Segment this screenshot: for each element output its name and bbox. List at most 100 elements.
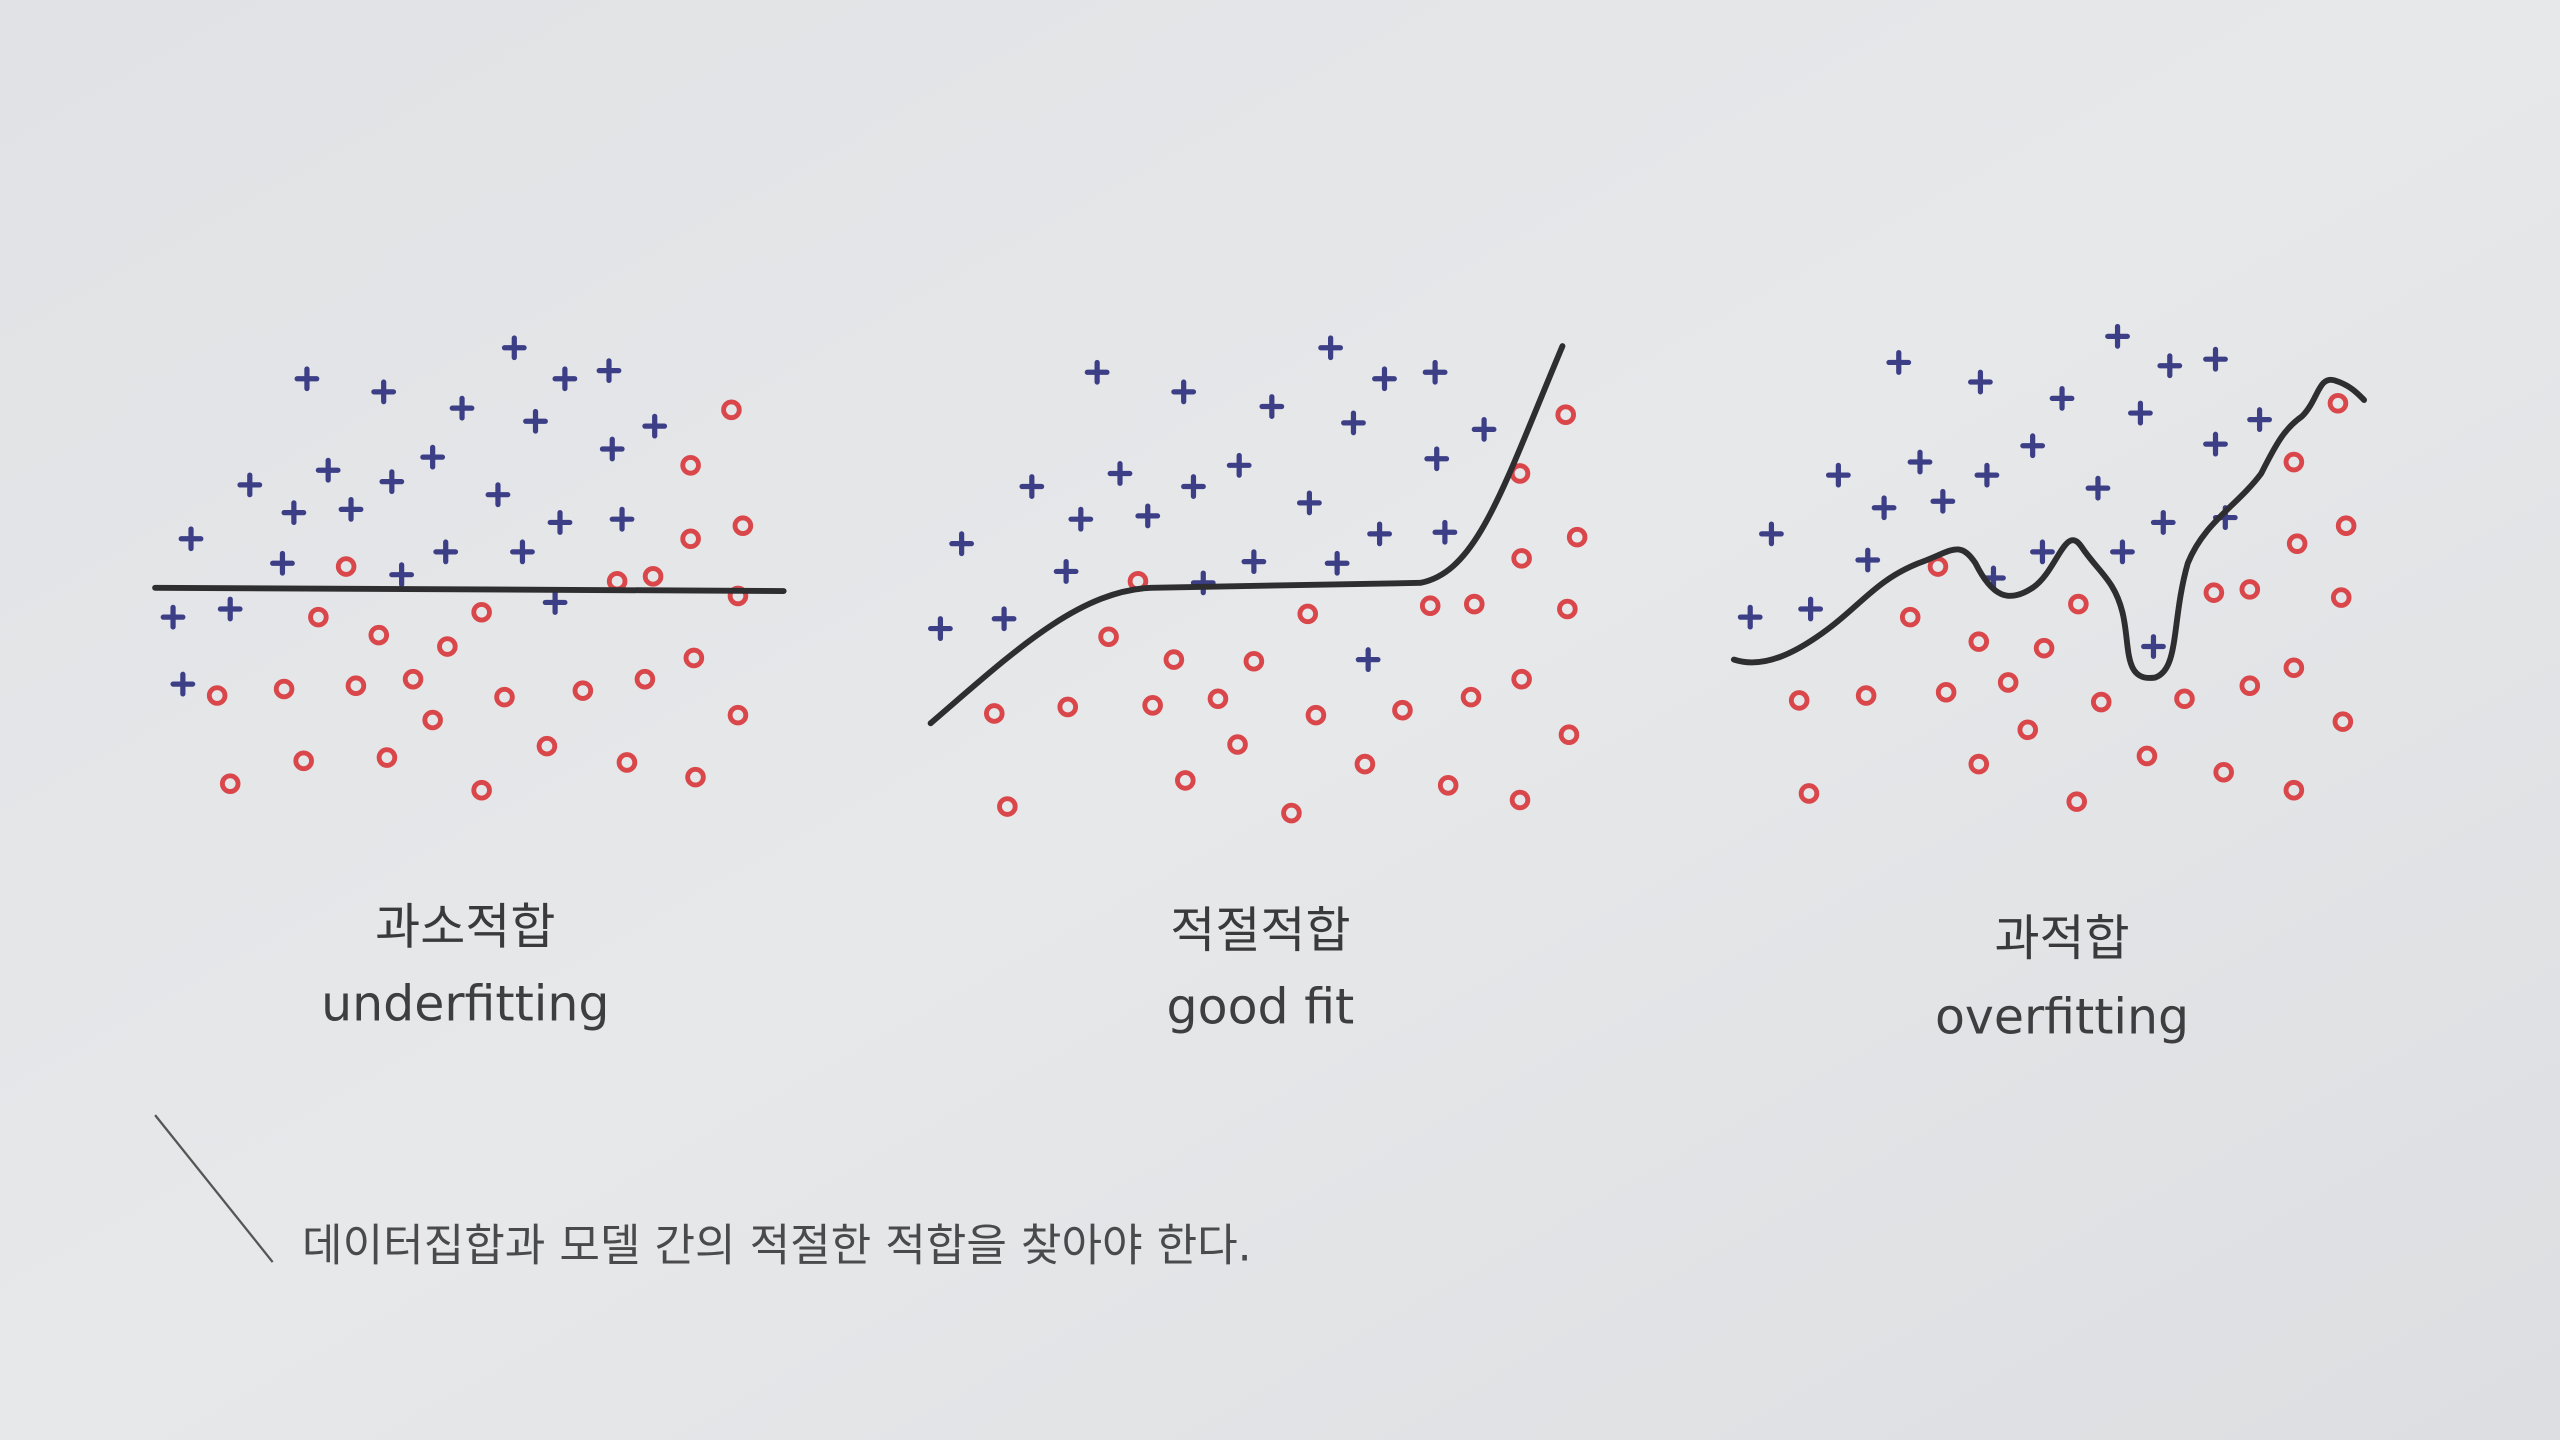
o-point <box>2286 533 2308 554</box>
o-point <box>1555 404 1577 425</box>
o-point <box>2136 745 2158 767</box>
caption-rule <box>154 1114 274 1263</box>
plus-point <box>2150 510 2176 535</box>
plus-point <box>991 606 1017 632</box>
o-point <box>2017 719 2039 741</box>
scatter-marks <box>160 323 2357 824</box>
underfit-line <box>152 584 787 594</box>
plus-point <box>1737 604 1763 630</box>
o-point <box>727 704 749 726</box>
plus-point <box>609 506 635 532</box>
o-point <box>1207 688 1229 710</box>
plus-point <box>338 496 364 522</box>
o-point <box>471 601 492 623</box>
o-point <box>680 455 701 476</box>
plus-point <box>2157 353 2183 379</box>
plus-point <box>599 436 625 462</box>
o-point <box>2033 637 2055 659</box>
o-point <box>2239 675 2261 697</box>
plus-point <box>160 604 186 630</box>
o-point <box>293 750 314 772</box>
plus-point <box>596 358 622 384</box>
plus-point <box>170 671 196 697</box>
o-point <box>2174 688 2195 710</box>
o-point <box>308 606 329 628</box>
plus-point <box>2030 539 2055 565</box>
o-point <box>1557 598 1578 620</box>
o-point <box>1464 593 1485 615</box>
plus-point <box>1259 394 1285 419</box>
plus-point <box>1759 521 1784 547</box>
plus-point <box>371 379 397 405</box>
plus-point <box>1084 359 1110 385</box>
plus-point <box>1974 462 2000 488</box>
o-point <box>1509 789 1531 811</box>
plus-point <box>642 413 668 439</box>
o-point <box>642 566 664 587</box>
o-point <box>2330 587 2352 608</box>
plus-point <box>1471 416 1497 442</box>
plus-point <box>1424 446 1450 472</box>
o-point <box>1935 681 1957 703</box>
o-point <box>471 779 492 801</box>
o-point <box>732 515 754 537</box>
plus-point <box>389 562 415 588</box>
plus-point <box>2141 634 2166 659</box>
o-point <box>494 686 515 708</box>
o-point <box>1227 734 1248 755</box>
plus-point <box>1825 462 1851 488</box>
o-point <box>984 703 1005 724</box>
panel-title: 과적합 <box>1994 910 2129 967</box>
o-point <box>1175 770 1196 791</box>
o-point <box>1855 685 1877 706</box>
plus-point <box>1324 550 1350 576</box>
plus-point <box>315 457 341 483</box>
o-point <box>345 675 367 697</box>
o-point <box>1354 753 1376 775</box>
plus-point <box>294 366 320 392</box>
plus-point <box>1907 449 1933 475</box>
o-point <box>2283 779 2305 801</box>
o-point <box>1305 704 1327 726</box>
plus-point <box>1355 647 1381 672</box>
plus-point <box>1930 488 1956 514</box>
plus-point <box>2105 323 2130 349</box>
o-point <box>2203 582 2225 603</box>
plus-point <box>1019 474 1045 499</box>
plus-point <box>485 482 511 508</box>
plus-point <box>1367 521 1393 547</box>
panel-subtitle: overfitting <box>1935 988 2189 1045</box>
o-point <box>1511 548 1532 569</box>
o-point <box>683 647 705 669</box>
panel-subtitle: good fit <box>1167 979 1355 1036</box>
plus-point <box>547 510 573 535</box>
plus-point <box>1871 495 1897 521</box>
plus-point <box>1968 369 1993 395</box>
o-point <box>2283 451 2305 473</box>
plus-point <box>237 472 263 498</box>
o-point <box>1098 626 1119 648</box>
plus-point <box>449 395 475 421</box>
panel-subtitle: underfitting <box>321 975 609 1032</box>
plus-point <box>1341 410 1366 436</box>
plus-point <box>1886 350 1912 375</box>
o-point <box>616 752 638 773</box>
plus-point <box>1181 474 1206 499</box>
plus-point <box>2110 539 2135 565</box>
plus-point <box>2049 385 2075 411</box>
o-point <box>2335 515 2357 537</box>
plus-point <box>178 526 204 552</box>
plus-point <box>1171 379 1197 405</box>
o-point <box>1460 686 1482 708</box>
o-point <box>1798 783 1820 804</box>
plus-point <box>1226 452 1252 478</box>
plus-point <box>1296 490 1322 516</box>
o-point <box>1142 695 1163 716</box>
o-point <box>2090 691 2112 713</box>
o-point <box>536 735 558 757</box>
o-point <box>1997 672 2019 693</box>
o-point <box>2283 657 2305 679</box>
o-point <box>2066 791 2088 812</box>
plus-point <box>1798 596 1824 622</box>
o-point <box>634 668 656 690</box>
